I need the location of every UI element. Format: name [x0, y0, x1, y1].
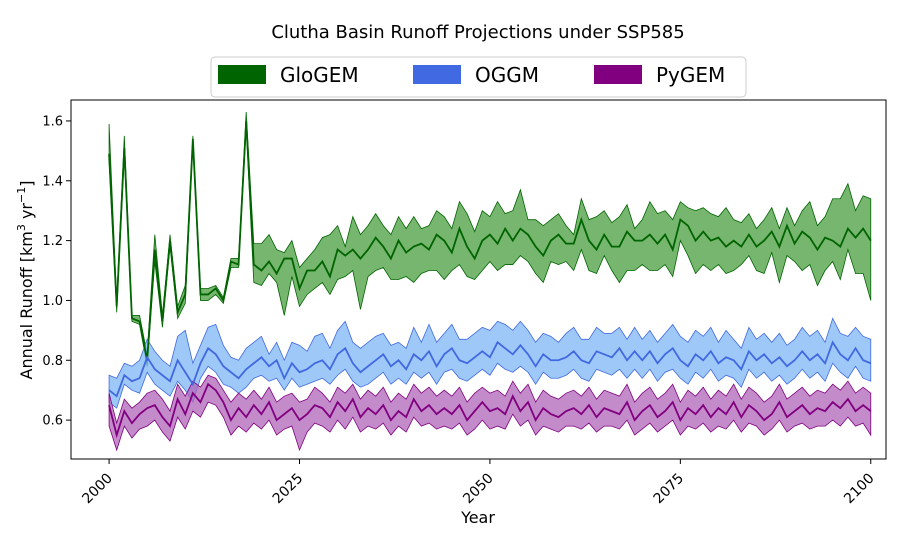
- y-tick-label: 0.8: [42, 354, 63, 369]
- y-tick-label: 1.2: [42, 234, 63, 249]
- legend-label-glogem: GloGEM: [280, 63, 359, 87]
- x-axis-ticks: 2000 2025 2050 2075 2100: [79, 459, 878, 508]
- x-axis-label: Year: [460, 508, 495, 527]
- oggm-mean-line: [108, 340, 872, 398]
- series-lines: [108, 120, 872, 439]
- y-axis-label-end: ]: [17, 181, 36, 187]
- legend-swatch-oggm: [413, 65, 461, 84]
- pygem-range-band: [108, 374, 872, 452]
- glogem-range-band: [108, 111, 872, 367]
- x-tick-label: 2050: [460, 471, 497, 508]
- plot-area-frame: [70, 99, 887, 460]
- legend-label-oggm: OGGM: [475, 63, 539, 87]
- legend: GloGEM OGGM PyGEM: [210, 56, 747, 98]
- y-tick-label: 1.0: [42, 294, 63, 309]
- y-tick-label: 1.4: [42, 174, 63, 189]
- x-tick-label: 2025: [270, 471, 307, 508]
- y-tick-label: 0.6: [42, 414, 63, 429]
- glogem-mean-line: [108, 120, 872, 361]
- y-axis-label-mid: yr: [17, 203, 36, 225]
- x-tick-label: 2075: [651, 471, 688, 508]
- legend-swatch-glogem: [218, 65, 266, 84]
- chart-title: Clutha Basin Runoff Projections under SS…: [271, 22, 684, 43]
- series-bands: [108, 111, 872, 452]
- y-axis-label-sup1: 3: [15, 224, 28, 231]
- y-axis-label: Annual Runoff [km3 yr−1]: [15, 181, 36, 380]
- oggm-range-band: [108, 317, 872, 409]
- y-axis-label-sup2: −1: [15, 187, 28, 203]
- pygem-mean-line: [108, 382, 872, 439]
- y-tick-label: 1.6: [42, 114, 63, 129]
- y-axis-ticks: 0.6 0.8 1.0 1.2 1.4 1.6: [42, 114, 71, 429]
- legend-swatch-pygem: [594, 65, 642, 84]
- x-tick-label: 2000: [79, 471, 116, 508]
- x-tick-label: 2100: [841, 471, 878, 508]
- legend-label-pygem: PyGEM: [656, 63, 725, 87]
- y-axis-label-main: Annual Runoff [km: [17, 231, 36, 379]
